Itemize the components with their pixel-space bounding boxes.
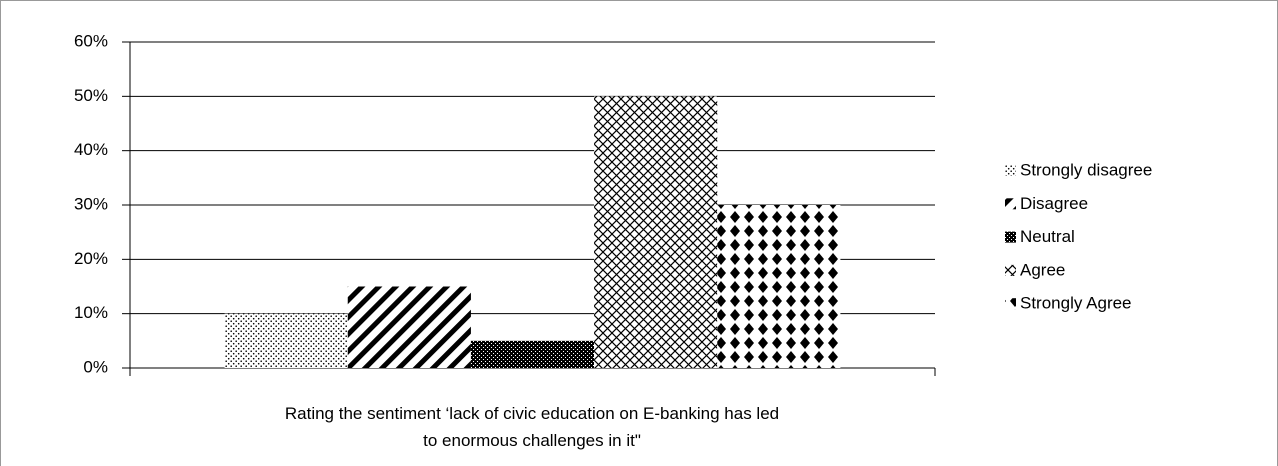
y-tick-label: 10% [74, 303, 108, 322]
y-tick-label: 20% [74, 249, 108, 268]
legend-swatch [1005, 264, 1016, 276]
bar [594, 96, 718, 368]
legend-label: Disagree [1020, 194, 1088, 213]
legend-swatch [1005, 198, 1016, 210]
y-tick-label: 50% [74, 86, 108, 105]
y-tick-label: 0% [83, 357, 108, 376]
y-tick-label: 30% [74, 194, 108, 213]
bar [347, 286, 471, 368]
x-axis-label: Rating the sentiment ‘lack of civic educ… [284, 404, 780, 450]
legend-swatch [1005, 231, 1016, 243]
legend-label: Neutral [1020, 227, 1075, 246]
y-tick-label: 60% [74, 31, 108, 50]
bar [224, 313, 348, 368]
legend-label: Strongly disagree [1020, 160, 1152, 179]
y-tick-label: 40% [74, 140, 108, 159]
legend-label: Strongly Agree [1020, 294, 1132, 313]
bar [717, 205, 841, 368]
legend-swatch [1005, 165, 1016, 176]
bar [470, 340, 595, 368]
legend-swatch [1005, 298, 1016, 310]
legend-label: Agree [1020, 260, 1065, 279]
